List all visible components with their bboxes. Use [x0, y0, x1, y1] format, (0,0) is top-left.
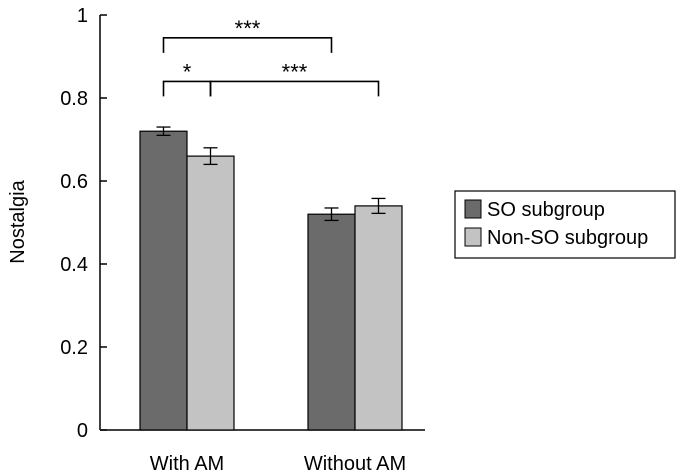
y-axis-label: Nostalgia — [7, 179, 29, 263]
bars — [139, 130, 403, 431]
significance-label: * — [183, 59, 192, 84]
error-bars — [156, 126, 386, 222]
legend-label: Non-SO subgroup — [487, 227, 648, 249]
significance-brackets: **** *** — [162, 16, 380, 97]
legend-swatch — [464, 199, 482, 219]
legend-swatch — [464, 227, 482, 247]
bar-non-so-with-am — [186, 155, 235, 431]
y-tick-label: 0 — [77, 420, 88, 442]
x-tick-label: With AM — [150, 453, 224, 474]
significance-bracket — [162, 37, 333, 53]
legend-box — [454, 190, 676, 259]
bar-non-so-without-am — [354, 205, 403, 431]
y-tick-label: 0.8 — [60, 88, 88, 110]
x-tick-label: Without AM — [304, 453, 406, 474]
y-axis: 0 0.2 0.4 0.6 0.8 1 — [60, 5, 425, 442]
legend: SO subgroup Non-SO subgroup — [454, 190, 676, 259]
bar-so-without-am — [307, 213, 356, 431]
y-tick-label: 0.2 — [60, 337, 88, 359]
y-tick-label: 0.6 — [60, 171, 88, 193]
significance-label: *** — [235, 16, 261, 41]
y-tick-label: 1 — [77, 5, 88, 27]
x-tick-labels: With AM Without AM — [150, 453, 406, 474]
significance-bracket — [209, 80, 380, 97]
legend-label: SO subgroup — [487, 199, 605, 221]
significance-label: *** — [282, 59, 308, 84]
y-tick-label: 0.4 — [60, 254, 88, 276]
bar-so-with-am — [139, 130, 188, 431]
